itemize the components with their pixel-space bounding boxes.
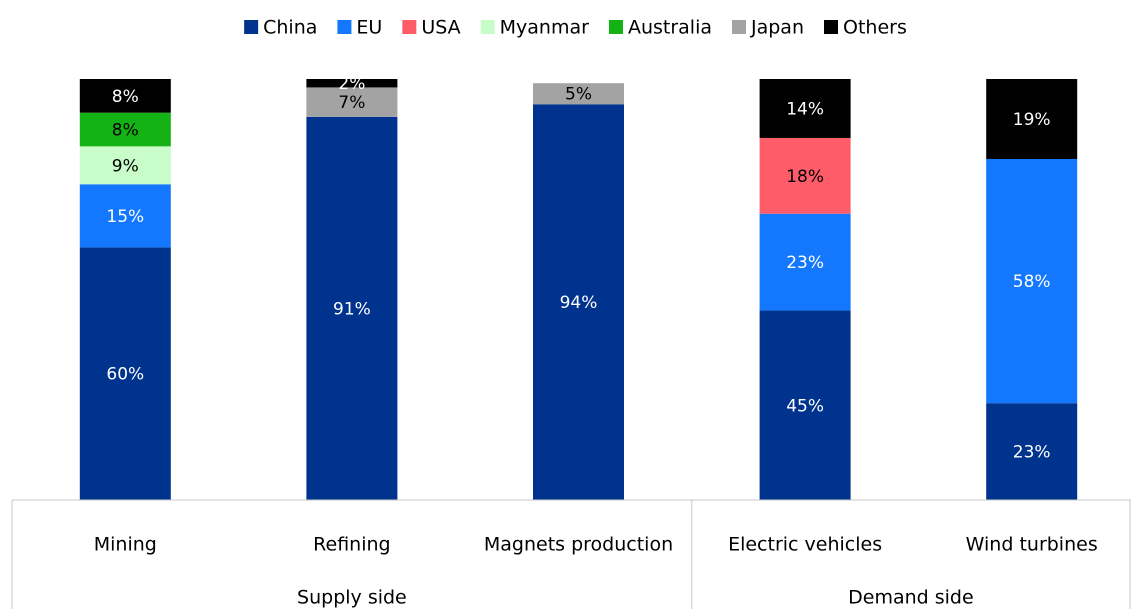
- legend-label: Others: [843, 17, 907, 39]
- legend-swatch: [402, 20, 417, 34]
- bar-segment: [759, 213, 851, 311]
- data-label: 19%: [1013, 110, 1051, 130]
- bar-segment: [79, 184, 171, 248]
- bar-segment: [306, 79, 398, 88]
- x-tick-label: Magnets production: [484, 534, 673, 556]
- legend-label: Myanmar: [500, 17, 589, 39]
- group-label: Supply side: [297, 587, 407, 609]
- legend-swatch: [732, 20, 747, 34]
- bar-segment: [533, 83, 624, 105]
- data-label: 18%: [786, 167, 824, 187]
- x-tick-label: Refining: [313, 534, 390, 556]
- data-label: 15%: [106, 207, 144, 227]
- legend-label: Australia: [628, 17, 712, 39]
- data-label: 8%: [112, 121, 139, 141]
- data-label: 45%: [786, 396, 824, 416]
- x-tick-label: Electric vehicles: [728, 534, 882, 556]
- bar-segment: [986, 79, 1078, 159]
- x-tick-label: Wind turbines: [966, 534, 1098, 556]
- legend-label: EU: [356, 17, 382, 39]
- bar-segment: [533, 104, 624, 500]
- bar-segment: [79, 79, 171, 113]
- legend-swatch: [244, 20, 259, 34]
- data-label: 7%: [338, 93, 365, 113]
- bar-segment: [306, 87, 398, 117]
- bar-segment: [986, 403, 1078, 500]
- data-label: 58%: [1013, 272, 1051, 292]
- legend-label: Japan: [750, 17, 804, 39]
- data-label: 14%: [786, 99, 824, 119]
- bar-segment: [79, 112, 171, 147]
- data-label: 94%: [560, 293, 598, 313]
- data-label: 23%: [1013, 443, 1051, 463]
- legend-swatch: [480, 20, 495, 34]
- group-label: Demand side: [848, 587, 974, 609]
- legend-swatch: [824, 20, 839, 34]
- bar-segment: [759, 137, 851, 214]
- bar-segment: [79, 146, 171, 185]
- legend-label: China: [263, 17, 317, 39]
- data-label: 9%: [112, 156, 139, 176]
- legend-label: USA: [421, 17, 460, 39]
- data-label: 23%: [786, 253, 824, 273]
- data-label: 8%: [112, 87, 139, 107]
- bar-segment: [79, 247, 171, 500]
- bar-segment: [759, 79, 851, 138]
- bar-segment: [986, 158, 1078, 404]
- data-label: 60%: [106, 365, 144, 385]
- data-label: 5%: [565, 85, 592, 105]
- legend-swatch: [337, 20, 352, 34]
- data-label: 2%: [338, 74, 365, 94]
- data-label: 91%: [333, 299, 371, 319]
- x-tick-label: Mining: [94, 534, 157, 556]
- bar-segment: [759, 310, 851, 500]
- legend-swatch: [608, 20, 623, 34]
- bar-segment: [306, 116, 398, 500]
